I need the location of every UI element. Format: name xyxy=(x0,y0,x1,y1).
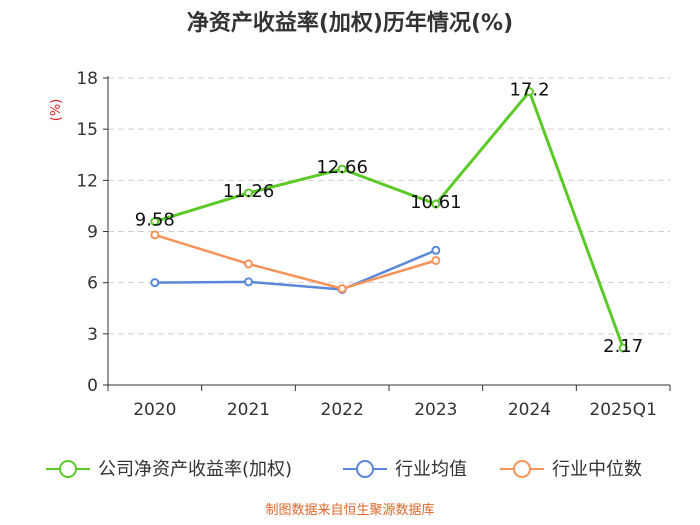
data-label-1: 11.26 xyxy=(223,181,275,202)
x-tick-label-2021: 2021 xyxy=(227,400,270,420)
point-0-2 xyxy=(337,164,347,174)
x-tick-label-2023: 2023 xyxy=(414,400,457,420)
series-line-1 xyxy=(154,249,437,291)
point-2-3 xyxy=(431,255,441,265)
data-label-0: 9.58 xyxy=(135,210,175,231)
y-tick-label-0: 0 xyxy=(87,376,98,396)
source-note: 制图数据来自恒生聚源数据库 xyxy=(265,502,434,518)
data-label-5: 2.17 xyxy=(603,336,643,357)
legend-marker-2 xyxy=(513,460,531,478)
y-axis-unit: (%) xyxy=(49,99,64,122)
series-line-0 xyxy=(154,90,625,349)
point-2-0 xyxy=(150,230,160,240)
legend-marker-1 xyxy=(356,460,374,478)
data-label-4: 17.2 xyxy=(509,80,549,101)
y-tick-label-18: 18 xyxy=(76,69,98,89)
point-0-4 xyxy=(525,87,534,97)
chart-title: 净资产收益率(加权)历年情况(%) xyxy=(187,10,513,36)
y-tick-label-12: 12 xyxy=(76,171,98,191)
point-1-3 xyxy=(431,245,441,255)
point-2-2 xyxy=(337,284,347,294)
x-tick-label-2020: 2020 xyxy=(133,400,176,420)
point-0-1 xyxy=(244,188,253,198)
series-lines xyxy=(150,87,628,353)
y-tick-label-3: 3 xyxy=(87,325,98,345)
point-1-0 xyxy=(150,278,160,288)
grid-lines xyxy=(108,77,670,335)
data-label-3: 10.61 xyxy=(410,192,462,213)
series-line-2 xyxy=(154,233,437,290)
x-tick-label-2025Q1: 2025Q1 xyxy=(589,400,656,420)
y-tick-label-15: 15 xyxy=(76,120,98,140)
legend-label-0: 公司净资产收益率(加权) xyxy=(98,459,292,480)
legend-label-1: 行业均值 xyxy=(395,459,467,480)
legend-marker-0 xyxy=(59,460,77,478)
point-0-5 xyxy=(618,343,628,353)
point-0-3 xyxy=(431,199,441,209)
x-tick-label-2024: 2024 xyxy=(508,400,551,420)
point-1-1 xyxy=(244,277,253,287)
y-tick-label-9: 9 xyxy=(87,223,98,243)
x-tick-label-2022: 2022 xyxy=(321,400,364,420)
axes: 0 3 6 9 12 15 18 2020 2021 2022 2023 2024 2025Q1 xyxy=(76,69,671,420)
point-2-1 xyxy=(244,259,253,269)
data-labels: 9.58 11.26 12.66 10.61 17.2 2.17 xyxy=(135,80,643,357)
point-0-0 xyxy=(150,217,160,227)
legend: 公司净资产收益率(加权) 行业均值 行业中位数 xyxy=(46,459,642,480)
y-tick-label-6: 6 xyxy=(87,274,98,294)
legend-label-2: 行业中位数 xyxy=(552,459,642,480)
data-label-2: 12.66 xyxy=(316,157,368,178)
